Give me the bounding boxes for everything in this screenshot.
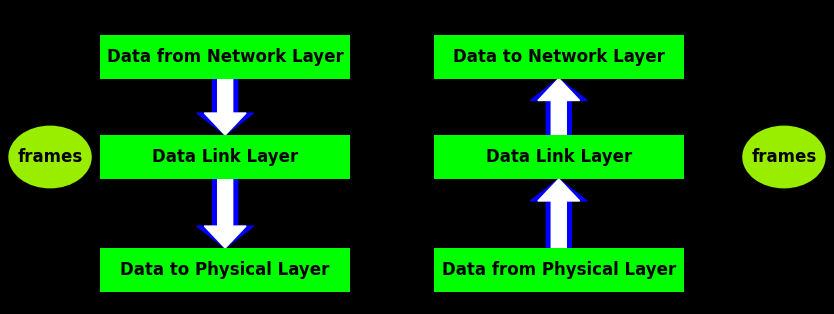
FancyBboxPatch shape — [100, 35, 350, 78]
Text: frames: frames — [18, 148, 83, 166]
FancyBboxPatch shape — [100, 248, 350, 292]
FancyArrow shape — [197, 78, 254, 135]
Text: Data Link Layer: Data Link Layer — [152, 148, 299, 166]
Text: Data Link Layer: Data Link Layer — [485, 148, 632, 166]
FancyBboxPatch shape — [434, 248, 684, 292]
FancyBboxPatch shape — [100, 135, 350, 179]
FancyArrow shape — [204, 179, 246, 248]
FancyArrow shape — [204, 78, 246, 135]
Text: Data to Physical Layer: Data to Physical Layer — [120, 261, 330, 279]
FancyArrow shape — [538, 179, 580, 248]
FancyArrow shape — [197, 179, 254, 248]
FancyArrow shape — [530, 78, 587, 135]
Ellipse shape — [8, 126, 92, 188]
Text: frames: frames — [751, 148, 816, 166]
Ellipse shape — [742, 126, 826, 188]
FancyBboxPatch shape — [434, 35, 684, 78]
Text: Data to Network Layer: Data to Network Layer — [453, 47, 665, 66]
FancyArrow shape — [538, 78, 580, 135]
FancyArrow shape — [530, 179, 587, 248]
FancyBboxPatch shape — [434, 135, 684, 179]
Text: Data from Physical Layer: Data from Physical Layer — [442, 261, 676, 279]
Text: Data from Network Layer: Data from Network Layer — [107, 47, 344, 66]
